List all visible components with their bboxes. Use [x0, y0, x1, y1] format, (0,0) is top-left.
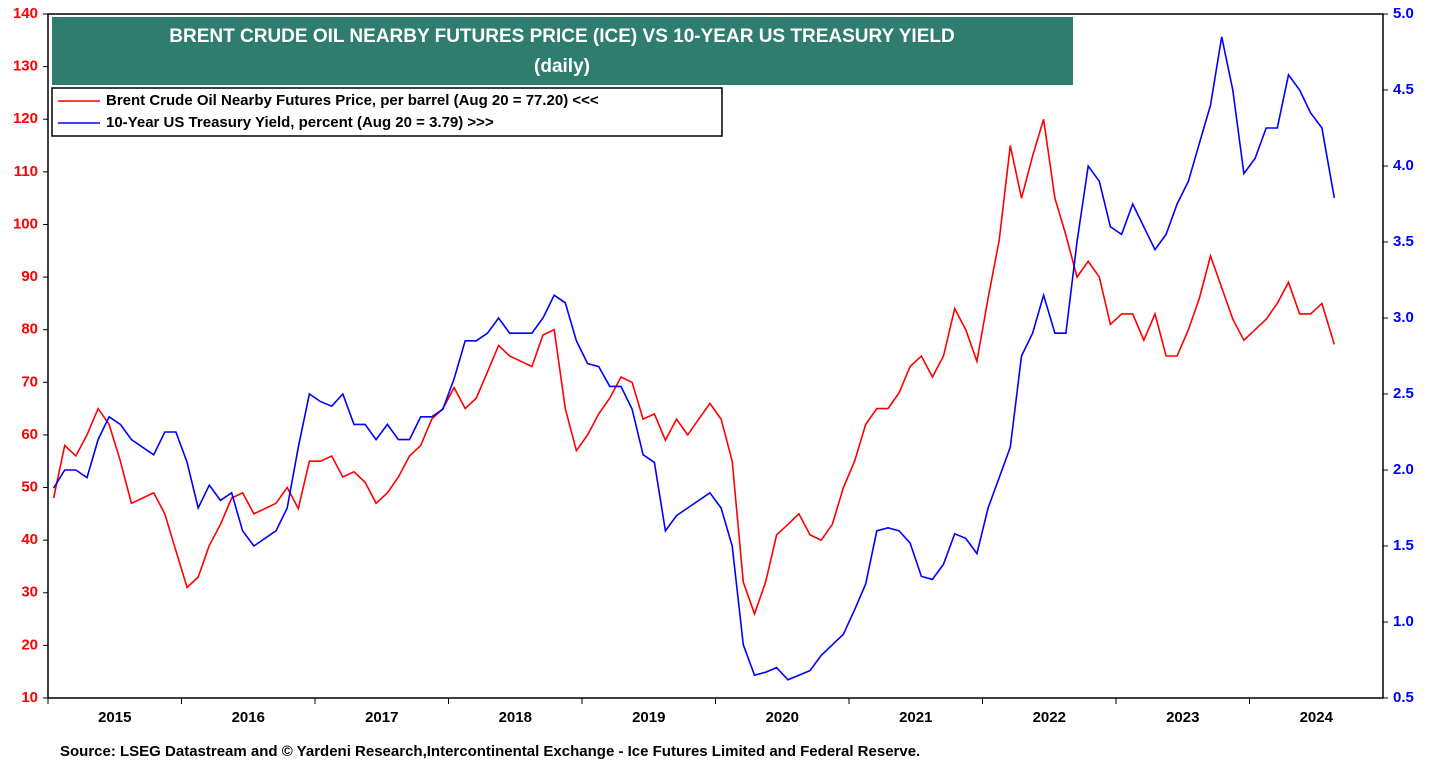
legend-box: [51, 87, 723, 137]
legend-label: Brent Crude Oil Nearby Futures Price, pe…: [106, 92, 599, 109]
y-tick-label: 60: [21, 426, 38, 443]
y-tick-label: 140: [13, 5, 38, 22]
y2-tick-label: 3.0: [1393, 309, 1414, 326]
y-tick-label: 110: [14, 163, 38, 180]
y2-tick-label: 2.5: [1393, 385, 1414, 402]
x-tick-label: 2023: [1166, 709, 1199, 726]
y-tick-label: 50: [21, 479, 38, 496]
y-tick-label: 10: [21, 689, 38, 706]
y2-tick-label: 0.5: [1393, 689, 1414, 706]
y-tick-label: 130: [13, 58, 38, 75]
source-note: Source: LSEG Datastream and © Yardeni Re…: [60, 743, 920, 760]
x-tick-label: 2022: [1033, 709, 1066, 726]
x-tick-label: 2018: [499, 709, 532, 726]
legend-label: 10-Year US Treasury Yield, percent (Aug …: [106, 114, 494, 131]
y-tick-label: 30: [21, 584, 38, 601]
x-tick-label: 2019: [632, 709, 665, 726]
x-tick-label: 2015: [98, 709, 131, 726]
chart-title: BRENT CRUDE OIL NEARBY FUTURES PRICE (IC…: [169, 26, 954, 47]
y-tick-label: 40: [21, 531, 38, 548]
y2-tick-label: 2.0: [1393, 461, 1414, 478]
y-tick-label: 90: [21, 268, 38, 285]
y-tick-label: 80: [21, 321, 38, 338]
x-tick-label: 2017: [365, 709, 398, 726]
y2-tick-label: 4.5: [1393, 81, 1414, 98]
y-tick-label: 120: [13, 110, 38, 127]
x-tick-label: 2024: [1300, 709, 1334, 726]
y2-tick-label: 1.0: [1393, 613, 1414, 630]
y2-tick-label: 5.0: [1393, 5, 1414, 22]
series-line: [52, 36, 1336, 681]
series-line: [52, 118, 1336, 617]
y-tick-label: 100: [13, 215, 38, 232]
y-tick-label: 20: [21, 636, 38, 653]
y-tick-label: 70: [21, 373, 38, 390]
x-tick-label: 2021: [899, 709, 932, 726]
x-tick-label: 2016: [232, 709, 265, 726]
title-box: [52, 17, 1073, 85]
y2-tick-label: 1.5: [1393, 537, 1414, 554]
y2-tick-label: 4.0: [1393, 157, 1414, 174]
y2-tick-label: 3.5: [1393, 233, 1414, 250]
x-tick-label: 2020: [766, 709, 799, 726]
chart-subtitle: (daily): [534, 56, 590, 77]
